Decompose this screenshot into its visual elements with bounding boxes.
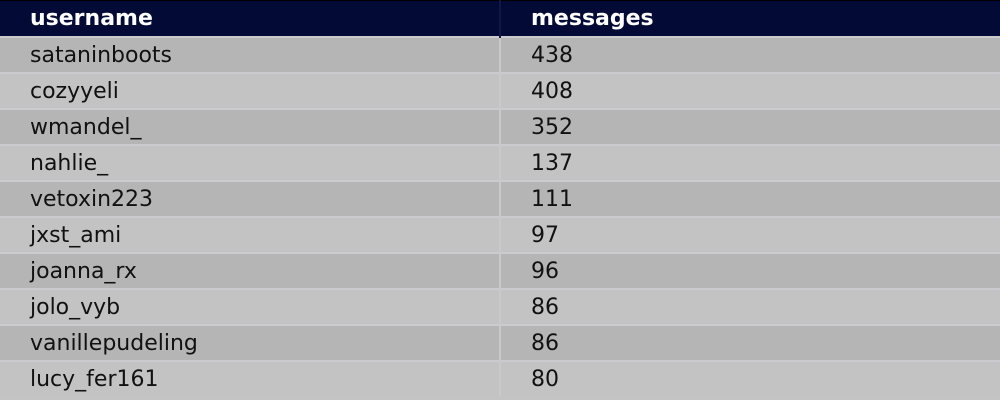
table-row: cozyyeli 408 [0, 72, 1000, 109]
messages-cell: 86 [499, 324, 1000, 361]
messages-cell: 96 [499, 252, 1000, 289]
username-cell: wmandel_ [0, 108, 500, 145]
messages-cell: 137 [499, 144, 1000, 181]
messages-cell: 86 [499, 288, 1000, 325]
username-cell: sataninboots [0, 36, 500, 73]
username-cell: nahlie_ [0, 144, 500, 181]
table-row: lucy_fer161 80 [0, 360, 1000, 396]
table-row: nahlie_ 137 [0, 144, 1000, 181]
table-row: jolo_vyb 86 [0, 288, 1000, 325]
messages-cell: 97 [499, 216, 1000, 253]
messages-cell: 352 [499, 108, 1000, 145]
header-row: username messages [0, 0, 1000, 37]
messages-cell: 80 [499, 360, 1000, 396]
table-row: sataninboots 438 [0, 36, 1000, 73]
messages-cell: 438 [499, 36, 1000, 73]
table-row: wmandel_ 352 [0, 108, 1000, 145]
username-cell: vanillepudeling [0, 324, 500, 361]
username-cell: cozyyeli [0, 72, 500, 109]
username-cell: joanna_rx [0, 252, 500, 289]
table-row: vetoxin223 111 [0, 180, 1000, 217]
messages-cell: 111 [499, 180, 1000, 217]
username-cell: jolo_vyb [0, 288, 500, 325]
table-row: vanillepudeling 86 [0, 324, 1000, 361]
column-header-username: username [0, 0, 500, 37]
username-cell: jxst_ami [0, 216, 500, 253]
messages-cell: 408 [499, 72, 1000, 109]
table-row: joanna_rx 96 [0, 252, 1000, 289]
username-cell: lucy_fer161 [0, 360, 500, 396]
column-header-messages: messages [499, 0, 1000, 37]
username-cell: vetoxin223 [0, 180, 500, 217]
table-row: jxst_ami 97 [0, 216, 1000, 253]
